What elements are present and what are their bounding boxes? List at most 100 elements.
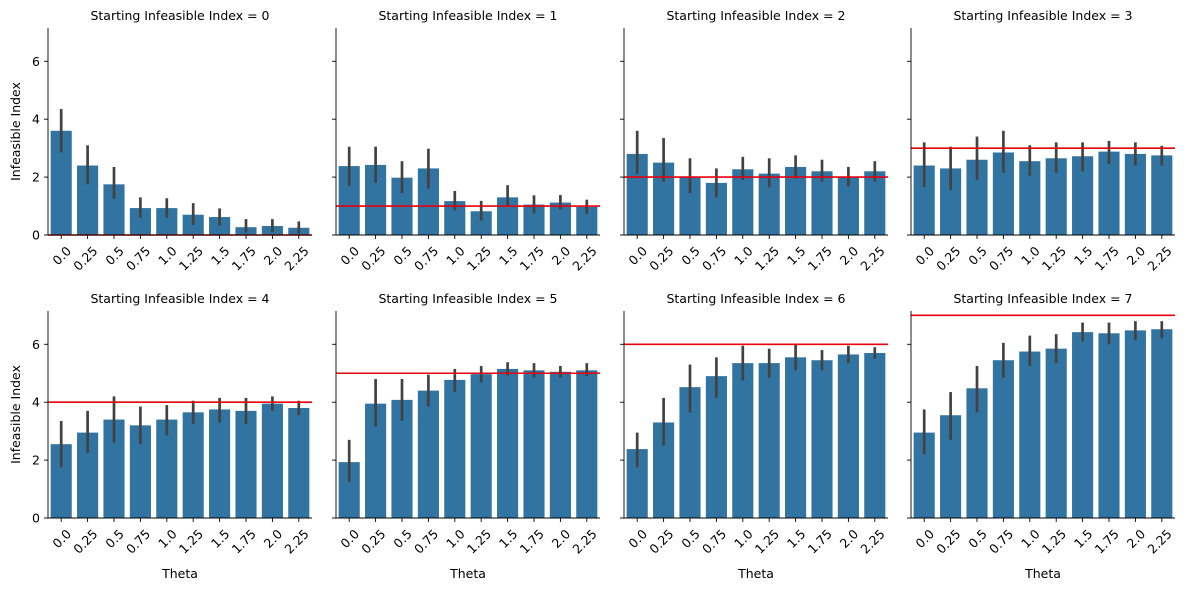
panel-title: Starting Infeasible Index = 4 (90, 291, 269, 306)
x-tick-label: 1.75 (805, 243, 835, 273)
x-tick-label: 1.25 (752, 526, 782, 556)
x-tick-label: 1.25 (464, 526, 494, 556)
x-tick-label: 1.75 (229, 243, 259, 273)
y-tick-label: 4 (32, 112, 40, 127)
y-tick-label: 4 (32, 395, 40, 410)
x-tick-label: 1.75 (517, 243, 547, 273)
panel-title: Starting Infeasible Index = 2 (666, 8, 845, 23)
bar (732, 363, 754, 518)
panel-title: Starting Infeasible Index = 3 (953, 8, 1132, 23)
x-tick-label: 1.75 (1092, 526, 1122, 556)
y-tick-label: 0 (32, 511, 40, 526)
bar (470, 374, 492, 518)
bar (576, 370, 598, 518)
bar (261, 403, 283, 518)
bar (497, 368, 519, 518)
bar (523, 370, 545, 518)
y-tick-label: 2 (32, 453, 40, 468)
bar (523, 204, 545, 235)
x-tick-label: 1.25 (176, 243, 206, 273)
bar (1151, 329, 1173, 518)
bar (50, 444, 72, 518)
y-tick-label: 2 (32, 170, 40, 185)
x-tick-label: 1.75 (1092, 243, 1122, 273)
x-tick-label: 2.25 (1144, 526, 1174, 556)
bar (338, 166, 360, 235)
x-tick-label: 0.75 (411, 526, 441, 556)
bar (1019, 161, 1041, 235)
x-tick-label: 2.25 (281, 526, 311, 556)
x-tick-label: 1.75 (229, 526, 259, 556)
panel-title: Starting Infeasible Index = 1 (378, 8, 557, 23)
bar (103, 184, 125, 235)
x-tick-label: 1.25 (1039, 243, 1069, 273)
x-tick-label: 2.25 (857, 243, 887, 273)
bar (549, 202, 571, 235)
y-tick-label: 0 (32, 228, 40, 243)
bar (77, 165, 99, 235)
bar (209, 409, 231, 518)
bar (992, 360, 1014, 518)
bar (626, 449, 648, 518)
bar (1151, 155, 1173, 235)
x-tick-label: 0.75 (123, 526, 153, 556)
x-tick-label: 0.75 (411, 243, 441, 273)
x-axis-label: Theta (449, 566, 486, 581)
x-tick-label: 2.25 (569, 243, 599, 273)
bar (444, 201, 466, 235)
bar (1098, 151, 1120, 235)
panel-title: Starting Infeasible Index = 5 (378, 291, 557, 306)
x-tick-label: 0.75 (123, 243, 153, 273)
bar (758, 363, 780, 518)
x-tick-label: 0.25 (933, 243, 963, 273)
bar (365, 403, 387, 518)
panel-title: Starting Infeasible Index = 7 (953, 291, 1132, 306)
bar (444, 379, 466, 518)
bar (576, 206, 598, 235)
bar (549, 371, 571, 518)
bar (940, 168, 962, 235)
bar (1019, 351, 1041, 518)
bar (940, 415, 962, 518)
bar (1124, 153, 1146, 235)
y-tick-label: 6 (32, 337, 40, 352)
x-tick-label: 2.25 (1144, 243, 1174, 273)
bar (1045, 158, 1067, 235)
bar (391, 399, 413, 518)
x-tick-label: 1.25 (464, 243, 494, 273)
bar (1072, 332, 1094, 518)
x-tick-label: 2.25 (569, 526, 599, 556)
x-axis-label: Theta (1024, 566, 1061, 581)
x-tick-label: 0.75 (986, 243, 1016, 273)
bar (77, 432, 99, 518)
bar (966, 159, 988, 235)
x-tick-label: 0.25 (70, 526, 100, 556)
bar (288, 407, 310, 518)
bar (653, 162, 675, 235)
bar (1072, 156, 1094, 235)
bar (103, 419, 125, 518)
bar (470, 211, 492, 235)
bar (864, 171, 886, 235)
bar (758, 173, 780, 235)
bar (992, 152, 1014, 235)
bar (705, 182, 727, 235)
bar (338, 462, 360, 518)
bar (913, 165, 935, 235)
x-tick-label: 0.25 (646, 243, 676, 273)
bar (626, 153, 648, 235)
x-tick-label: 1.25 (1039, 526, 1069, 556)
x-tick-label: 0.25 (933, 526, 963, 556)
bar (732, 169, 754, 235)
bar (1124, 330, 1146, 518)
bar (679, 177, 701, 235)
panel-title: Starting Infeasible Index = 0 (90, 8, 269, 23)
bar (837, 177, 859, 235)
bar (129, 425, 151, 518)
bar (705, 376, 727, 518)
bar (785, 166, 807, 235)
bar (156, 208, 178, 235)
x-tick-label: 0.75 (699, 526, 729, 556)
x-tick-label: 2.25 (281, 243, 311, 273)
panel-title: Starting Infeasible Index = 6 (666, 291, 845, 306)
